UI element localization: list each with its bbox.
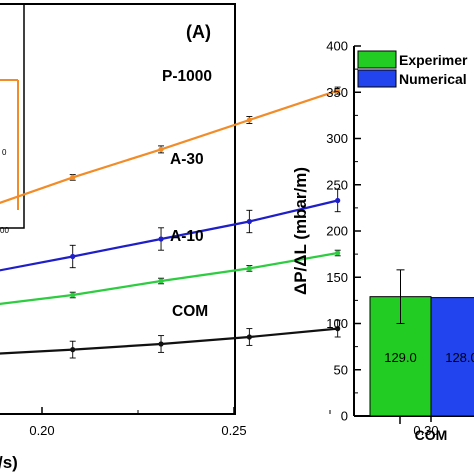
data-point (158, 341, 164, 347)
inset-plot: 0 00 (0, 3, 25, 235)
category-label: COM (415, 427, 448, 443)
y-tick-label: 350 (326, 85, 348, 100)
data-point (158, 278, 164, 284)
series-line (0, 251, 338, 305)
bar-numerical (430, 297, 474, 417)
y-axis-label: ΔP/ΔL (mbar/m) (291, 167, 310, 295)
data-point (246, 334, 252, 340)
legend-label-numerical: Numerical (399, 71, 467, 87)
series-label: P-1000 (162, 68, 212, 85)
inset-tick-label: 00 (0, 226, 9, 235)
data-point (70, 292, 76, 298)
bar-value-label: 128.0 (445, 350, 474, 365)
data-point (246, 265, 252, 271)
bar-value-label: 129.0 (384, 350, 417, 365)
legend-swatch-numerical (357, 69, 397, 88)
x-tick-label: 0.20 (29, 423, 54, 438)
y-tick-label: 200 (326, 224, 348, 239)
series-a-10 (0, 249, 341, 305)
series-label: COM (172, 303, 208, 320)
y-tick-label: 0 (341, 409, 348, 424)
series-line (0, 327, 338, 355)
data-point (158, 146, 164, 152)
series-label: A-30 (170, 151, 204, 168)
y-tick-label: 400 (326, 39, 348, 54)
legend-label-experimental: Experimer (399, 52, 468, 68)
series-group (0, 86, 341, 359)
data-point (70, 174, 76, 180)
data-point (70, 253, 76, 260)
data-point (335, 197, 341, 204)
series-a-30 (0, 188, 341, 272)
y-tick-label: 100 (326, 316, 348, 331)
left-plot-frame (0, 3, 236, 415)
legend: Experimer Numerical (357, 50, 468, 88)
panel-label: (A) (186, 22, 211, 42)
bars-group: 129.0 128.0 (369, 269, 474, 424)
y-tick-label: 150 (326, 270, 348, 285)
data-point (335, 326, 341, 332)
series-com (0, 319, 341, 359)
y-axis-ticks: 0 50 100 150 200 250 300 350 400 (326, 39, 361, 424)
y-tick-label: 300 (326, 131, 348, 146)
series-line (0, 89, 339, 204)
x-axis-label: /s) (0, 453, 18, 472)
inset-frame (0, 3, 25, 229)
data-point (335, 250, 341, 256)
series-p-1000 (0, 86, 341, 204)
data-point (158, 236, 164, 242)
data-point (70, 347, 76, 353)
x-tick-label: 0.30 (413, 423, 438, 438)
series-labels: P-1000 A-30 A-10 COM (162, 68, 212, 320)
series-label: A-10 (170, 228, 204, 245)
legend-swatch-experimental (357, 50, 397, 69)
x-tick-label: 0.25 (221, 423, 246, 438)
y-tick-label: 250 (326, 177, 348, 192)
line-chart-panel: 0 00 (A) 0.20 0.25 0.30 /s) P-1000 A-30 A-10… (0, 3, 439, 472)
data-point (246, 117, 252, 123)
data-point (246, 218, 252, 225)
inset-tick-label: 0 (2, 148, 7, 157)
data-point (335, 88, 341, 94)
y-tick-label: 50 (334, 362, 348, 377)
series-line (0, 199, 338, 272)
